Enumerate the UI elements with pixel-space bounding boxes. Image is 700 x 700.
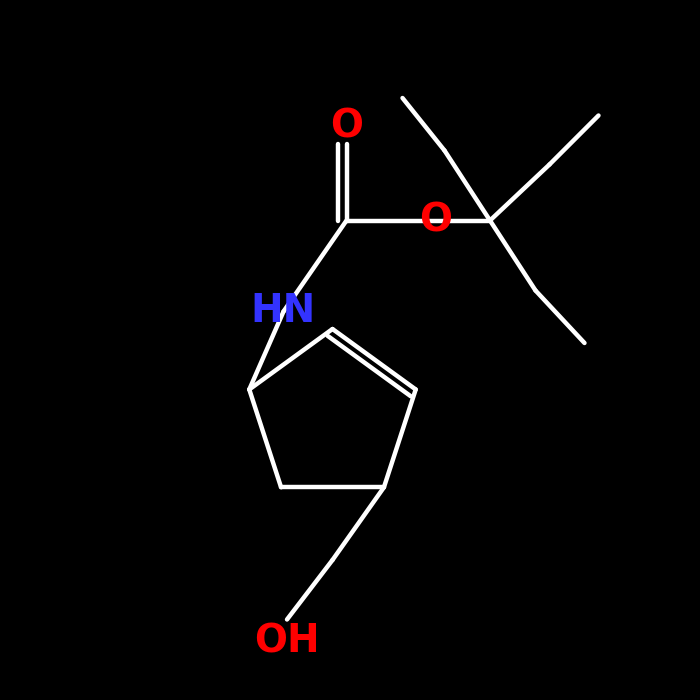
Text: O: O — [330, 107, 363, 145]
Text: HN: HN — [251, 293, 316, 330]
Text: OH: OH — [254, 623, 320, 661]
Text: O: O — [419, 202, 453, 239]
